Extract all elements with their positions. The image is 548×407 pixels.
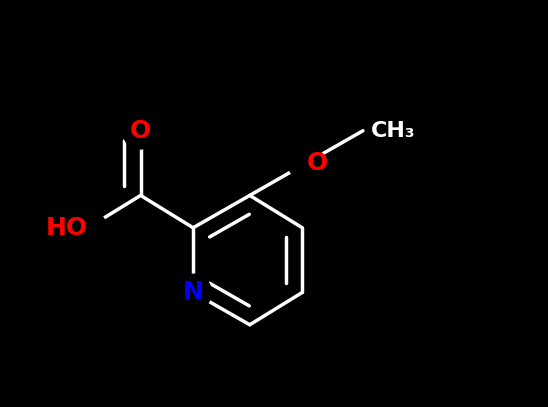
- Text: O: O: [306, 151, 328, 175]
- Text: CH₃: CH₃: [371, 121, 415, 141]
- Text: O: O: [130, 119, 151, 143]
- Circle shape: [70, 210, 106, 246]
- Circle shape: [288, 145, 324, 181]
- Circle shape: [122, 113, 159, 149]
- Text: N: N: [182, 280, 204, 304]
- Text: HO: HO: [46, 216, 88, 240]
- Circle shape: [175, 274, 212, 311]
